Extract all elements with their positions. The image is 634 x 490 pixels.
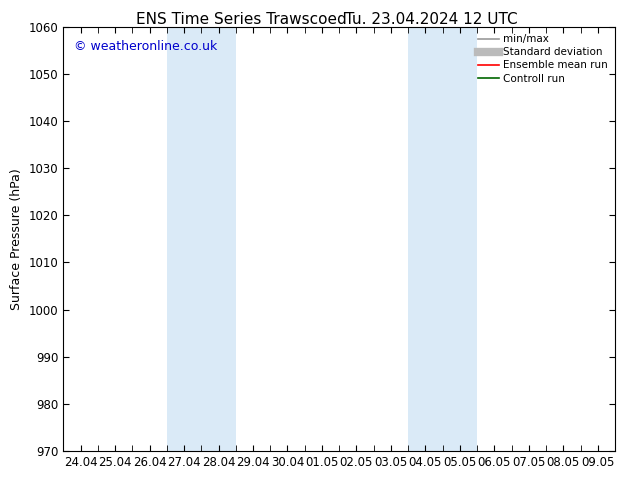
Bar xyxy=(408,27,477,451)
Y-axis label: Surface Pressure (hPa): Surface Pressure (hPa) xyxy=(10,168,23,310)
Text: © weatheronline.co.uk: © weatheronline.co.uk xyxy=(74,40,217,52)
Text: Tu. 23.04.2024 12 UTC: Tu. 23.04.2024 12 UTC xyxy=(345,12,517,27)
Text: ENS Time Series Trawscoed: ENS Time Series Trawscoed xyxy=(136,12,346,27)
Bar xyxy=(167,27,236,451)
Legend: min/max, Standard deviation, Ensemble mean run, Controll run: min/max, Standard deviation, Ensemble me… xyxy=(476,32,610,86)
